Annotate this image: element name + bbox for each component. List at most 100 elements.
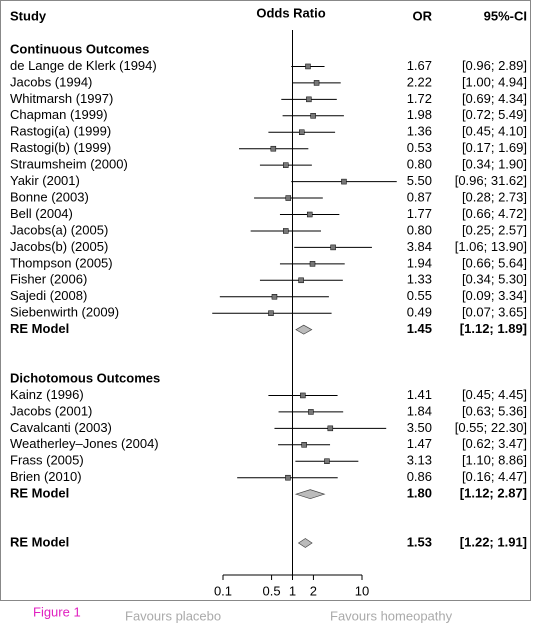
- point-estimate: [305, 63, 311, 70]
- summary-name: RE Model: [10, 534, 69, 549]
- study-name: Kainz (1996): [10, 387, 84, 402]
- study-name: Bell (2004): [10, 206, 73, 221]
- study-name: Brien (2010): [10, 469, 82, 484]
- ci-value: [0.28; 2.73]: [462, 189, 527, 204]
- study-name: Sajedi (2008): [10, 288, 87, 303]
- or-value: 3.13: [407, 453, 432, 468]
- ci-value: [1.12; 1.89]: [460, 321, 527, 336]
- study-name: Fisher (2006): [10, 272, 87, 287]
- ci-value: [0.17; 1.69]: [462, 140, 527, 155]
- ci-value: [0.45; 4.10]: [462, 124, 527, 139]
- or-value: 0.87: [407, 189, 432, 204]
- ci-value: [0.45; 4.45]: [462, 387, 527, 402]
- or-value: 0.53: [407, 140, 432, 155]
- study-name: Rastogi(b) (1999): [10, 140, 111, 155]
- study-name: Jacobs(b) (2005): [10, 239, 108, 254]
- x-tick-label: 2: [310, 583, 317, 598]
- column-header: OR: [413, 8, 433, 23]
- ci-value: [0.72; 5.49]: [462, 107, 527, 122]
- study-name: Weatherley–Jones (2004): [10, 436, 159, 451]
- summary-diamond: [297, 538, 313, 548]
- study-name: Rastogi(a) (1999): [10, 124, 111, 139]
- footer-left: Favours placebo: [125, 608, 221, 623]
- point-estimate: [298, 277, 304, 284]
- frame: [0, 0, 531, 601]
- ci-value: [0.09; 3.34]: [462, 288, 527, 303]
- or-value: 1.41: [407, 387, 432, 402]
- point-estimate: [306, 96, 312, 103]
- study-name: Thompson (2005): [10, 255, 113, 270]
- x-tick-label: 0.5: [263, 583, 281, 598]
- point-estimate: [299, 129, 305, 135]
- or-value: 1.98: [407, 107, 432, 122]
- study-name: Whitmarsh (1997): [10, 91, 113, 106]
- study-name: Siebenwirth (2009): [10, 305, 119, 320]
- or-value: 0.49: [407, 305, 432, 320]
- ci-value: [0.63; 5.36]: [462, 403, 527, 418]
- point-estimate: [285, 195, 292, 201]
- study-name: Yakir (2001): [10, 173, 80, 188]
- figure-label: Figure 1: [33, 604, 81, 619]
- ci-value: [0.66; 4.72]: [462, 206, 527, 221]
- ci-value: [1.00; 4.94]: [462, 74, 527, 89]
- column-header: Study: [10, 8, 47, 23]
- study-name: Jacobs(a) (2005): [10, 222, 108, 237]
- column-header: Odds Ratio: [256, 5, 325, 20]
- summary-name: RE Model: [10, 321, 69, 336]
- or-value: 1.72: [407, 91, 432, 106]
- study-name: Bonne (2003): [10, 189, 89, 204]
- or-value: 5.50: [407, 173, 432, 188]
- ci-value: [0.66; 5.64]: [462, 255, 527, 270]
- or-value: 0.80: [407, 157, 432, 172]
- ci-value: [0.16; 4.47]: [462, 469, 527, 484]
- or-value: 1.80: [407, 486, 432, 501]
- study-name: Cavalcanti (2003): [10, 420, 112, 435]
- point-estimate: [285, 474, 291, 481]
- column-header: 95%-CI: [484, 8, 527, 23]
- or-value: 1.94: [407, 255, 432, 270]
- group-title: Continuous Outcomes: [10, 41, 149, 56]
- study-name: Jacobs (2001): [10, 403, 92, 418]
- ci-value: [1.12; 2.87]: [460, 486, 527, 501]
- ci-value: [0.62; 3.47]: [462, 436, 527, 451]
- x-tick-label: 1: [289, 583, 296, 598]
- footer-right: Favours homeopathy: [330, 608, 453, 623]
- point-estimate: [327, 425, 334, 432]
- ci-value: [1.10; 8.86]: [462, 453, 527, 468]
- or-value: 0.86: [407, 469, 432, 484]
- point-estimate: [310, 113, 316, 119]
- ci-value: [0.34; 5.30]: [462, 272, 527, 287]
- point-estimate: [268, 310, 274, 316]
- ci-value: [0.34; 1.90]: [462, 157, 527, 172]
- or-value: 1.33: [407, 272, 432, 287]
- or-value: 1.77: [407, 206, 432, 221]
- point-estimate: [271, 294, 278, 300]
- or-value: 1.36: [407, 124, 432, 139]
- ci-value: [0.96; 2.89]: [462, 58, 527, 73]
- point-estimate: [283, 228, 289, 234]
- ci-value: [1.06; 13.90]: [455, 239, 527, 254]
- x-tick-label: 0.1: [214, 583, 232, 598]
- x-tick-label: 10: [355, 583, 369, 598]
- or-value: 1.47: [407, 436, 432, 451]
- or-value: 1.84: [407, 403, 432, 418]
- point-estimate: [313, 80, 320, 86]
- ci-value: [0.55; 22.30]: [455, 420, 527, 435]
- or-value: 3.84: [407, 239, 432, 254]
- study-name: Frass (2005): [10, 453, 84, 468]
- or-value: 0.55: [407, 288, 432, 303]
- or-value: 2.22: [407, 74, 432, 89]
- ci-value: [0.07; 3.65]: [462, 305, 527, 320]
- point-estimate: [330, 244, 336, 251]
- summary-diamond: [295, 324, 313, 335]
- group-title: Dichotomous Outcomes: [10, 370, 160, 385]
- study-name: Straumsheim (2000): [10, 157, 128, 172]
- study-name: Jacobs (1994): [10, 74, 92, 89]
- or-value: 0.80: [407, 222, 432, 237]
- summary-name: RE Model: [10, 486, 69, 501]
- ci-value: [0.25; 2.57]: [462, 222, 527, 237]
- or-value: 1.53: [407, 534, 432, 549]
- point-estimate: [300, 392, 306, 399]
- study-name: de Lange de Klerk (1994): [10, 58, 157, 73]
- point-estimate: [270, 145, 277, 152]
